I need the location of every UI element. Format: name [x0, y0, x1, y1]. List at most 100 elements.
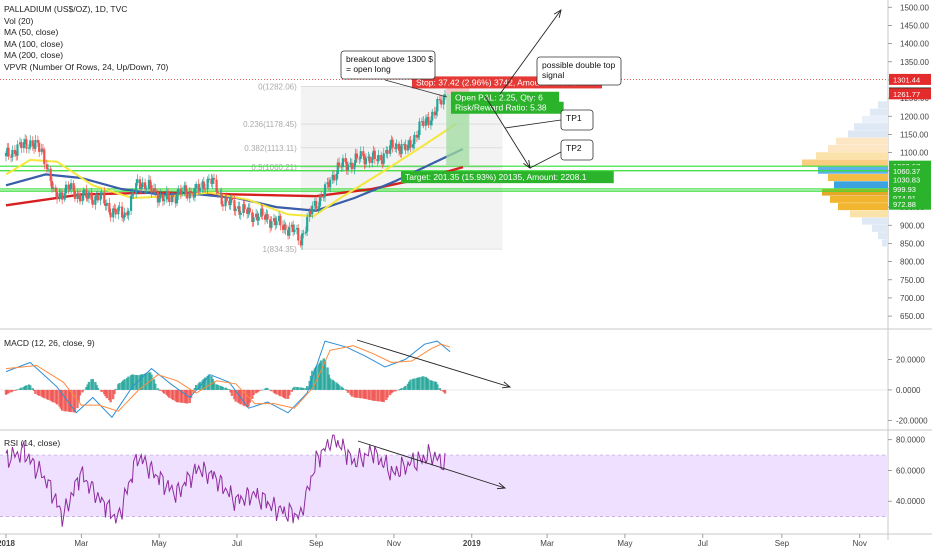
- candle-body: [295, 228, 299, 230]
- macd-bar: [54, 389, 57, 404]
- macd-bar: [69, 389, 73, 413]
- candle-body: [186, 193, 189, 199]
- candle-body: [242, 204, 245, 214]
- candle-body: [331, 174, 334, 180]
- candle-body: [41, 148, 45, 150]
- macd-bar: [25, 385, 28, 390]
- candle-body: [192, 192, 195, 198]
- macd-bar: [34, 389, 37, 394]
- note-tp2-text: TP2: [566, 143, 582, 153]
- macd-bar: [233, 389, 236, 400]
- time-tick-label: Jul: [232, 539, 242, 548]
- candle-body: [320, 195, 323, 198]
- pnl-label: Open P&L: 2.25, Qty: 6: [455, 93, 543, 103]
- legend-indicator-vol[interactable]: Vol (20): [4, 15, 34, 26]
- candle-body: [395, 143, 398, 149]
- candle-body: [158, 198, 161, 203]
- candle-body: [373, 150, 376, 160]
- arrow-down-target: [484, 95, 531, 169]
- macd-bar: [161, 389, 165, 393]
- macd-bar: [126, 377, 129, 390]
- fib-label: 0.236(1178.45): [243, 120, 297, 129]
- price-tick-label: 850.00: [900, 239, 925, 248]
- legend-indicator-ma100[interactable]: MA (100, close): [4, 38, 64, 49]
- candle-body: [270, 221, 273, 228]
- candle-body: [424, 118, 427, 126]
- candle-body: [302, 233, 305, 235]
- macd-bar: [332, 381, 336, 390]
- candle-body: [372, 150, 375, 157]
- macd-bar: [260, 389, 263, 391]
- candle-body: [346, 164, 350, 171]
- macd-bar: [272, 389, 276, 393]
- vpvr-bar: [870, 108, 888, 116]
- candle-body: [311, 205, 314, 215]
- macd-bar: [67, 389, 70, 412]
- price-tick-label: 1150.00: [900, 130, 929, 139]
- candle-body: [260, 208, 263, 217]
- candle-body: [362, 151, 365, 157]
- price-tick-label: 650.00: [900, 312, 925, 321]
- macd-bar: [9, 389, 13, 393]
- legend-indicator-ma50[interactable]: MA (50, close): [4, 27, 59, 38]
- macd-bar: [157, 389, 161, 391]
- rsi-tick-label: 40.0000: [896, 497, 925, 506]
- candle-body: [175, 194, 179, 204]
- candle-body: [309, 211, 313, 215]
- macd-bar: [100, 389, 103, 393]
- candle-body: [188, 190, 191, 199]
- macd-bar: [180, 389, 184, 403]
- candle-body: [150, 185, 153, 193]
- macd-bar: [302, 387, 305, 390]
- macd-bar: [171, 389, 175, 401]
- macd-bar: [85, 387, 88, 390]
- macd-bar: [18, 388, 22, 390]
- candle-body: [391, 139, 394, 148]
- candle-body: [29, 140, 32, 148]
- macd-bar: [41, 389, 45, 398]
- macd-bar: [189, 389, 193, 398]
- candle-body: [429, 120, 433, 126]
- macd-bar: [406, 383, 410, 390]
- vpvr-bar: [854, 123, 888, 131]
- macd-bar: [11, 389, 14, 392]
- candle-body: [283, 224, 286, 230]
- candle-body: [304, 231, 307, 234]
- time-tick-label: 2018: [0, 539, 15, 548]
- note-double-top-box: [536, 56, 622, 86]
- macd-bar: [174, 389, 177, 402]
- price-tick-label: 1100.00: [900, 149, 929, 158]
- macd-bar: [422, 376, 425, 390]
- macd-bar: [286, 389, 290, 399]
- candle-body: [238, 206, 241, 215]
- candle-body: [145, 188, 148, 190]
- candle-body: [201, 181, 204, 188]
- candle-body: [354, 153, 357, 163]
- note-double-top-text: signal: [542, 70, 564, 80]
- candle-body: [184, 185, 188, 194]
- macd-bar: [265, 387, 268, 390]
- macd-bar: [156, 388, 160, 390]
- macd-bar: [415, 378, 419, 390]
- candle-body: [322, 196, 325, 198]
- candle-body: [306, 216, 309, 232]
- macd-bar: [245, 389, 249, 408]
- candle-body: [355, 153, 359, 159]
- candle-body: [69, 183, 73, 190]
- vpvr-bar: [850, 210, 888, 218]
- legend-indicator-ma200[interactable]: MA (200, close): [4, 50, 64, 61]
- macd-bar: [50, 389, 54, 402]
- macd-bar: [197, 383, 200, 390]
- macd-bar: [382, 389, 385, 403]
- price-tick-label: 1200.00: [900, 112, 929, 121]
- macd-bar: [439, 389, 443, 391]
- macd-bar: [7, 389, 10, 394]
- candle-body: [358, 158, 361, 160]
- macd-bar: [134, 374, 138, 390]
- macd-bar: [91, 378, 94, 390]
- fib-label: 0.382(1113.11): [244, 144, 297, 153]
- macd-bar: [284, 389, 287, 399]
- legend-indicator-vpvr[interactable]: VPVR (Number Of Rows, 24, Up/Down, 70): [4, 61, 169, 72]
- macd-bar: [367, 389, 370, 400]
